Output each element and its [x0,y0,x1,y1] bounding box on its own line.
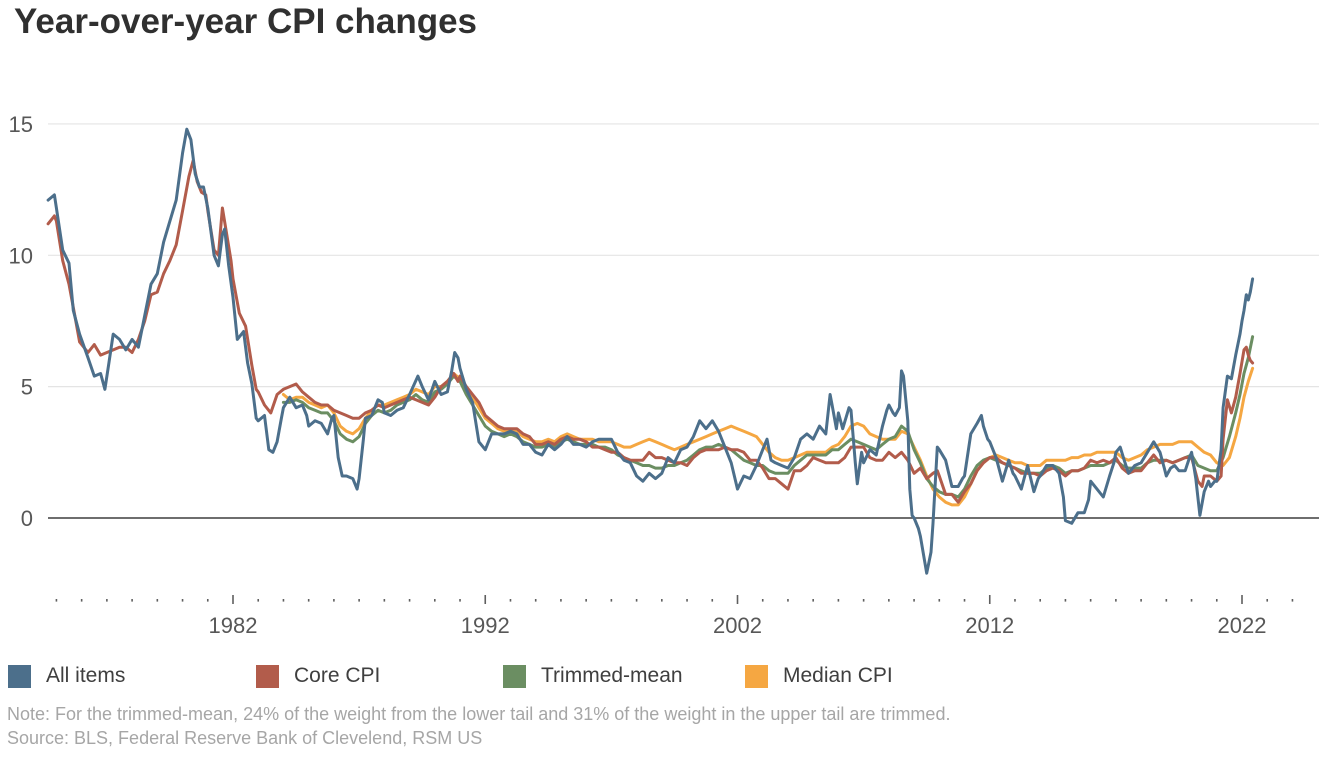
legend-swatch-all-items [8,664,31,688]
x-axis-label-2022: 2022 [1218,613,1267,638]
legend-swatch-core-cpi [256,664,279,688]
x-axis-label-2002: 2002 [713,613,762,638]
y-axis-label-5: 5 [21,375,33,400]
legend: All items Core CPI Trimmed-mean Median C… [0,663,1329,693]
series-line-trimmed-mean [281,335,1255,499]
x-axis-label-2012: 2012 [965,613,1014,638]
series-line-all-items [46,127,1255,575]
legend-label-all-items: All items [46,664,126,687]
legend-item-all-items: All items [8,663,125,689]
legend-label-core-cpi: Core CPI [294,664,381,687]
y-axis-label-15: 15 [9,112,33,137]
x-axis-label-1982: 1982 [209,613,258,638]
legend-label-trimmed-mean: Trimmed-mean [541,664,683,687]
footnote: Note: For the trimmed-mean, 24% of the w… [7,703,950,750]
y-axis-label-10: 10 [9,243,33,268]
chart-note: Note: For the trimmed-mean, 24% of the w… [7,704,951,724]
legend-item-core-cpi: Core CPI [256,663,380,689]
chart-title: Year-over-year CPI changes [14,2,478,41]
legend-swatch-median-cpi [745,664,768,688]
cpi-line-chart: 0 5 10 15 1982 1992 2002 2012 2022 [9,112,1319,638]
legend-swatch-trimmed-mean [503,664,526,688]
legend-item-median-cpi: Median CPI [745,663,893,689]
legend-item-trimmed-mean: Trimmed-mean [503,663,683,689]
chart-source: Source: BLS, Federal Reserve Bank of Cle… [7,727,483,748]
y-axis-label-0: 0 [21,506,33,531]
x-axis-label-1992: 1992 [461,613,510,638]
series-line-core-cpi [46,159,1255,504]
legend-label-median-cpi: Median CPI [783,664,893,687]
